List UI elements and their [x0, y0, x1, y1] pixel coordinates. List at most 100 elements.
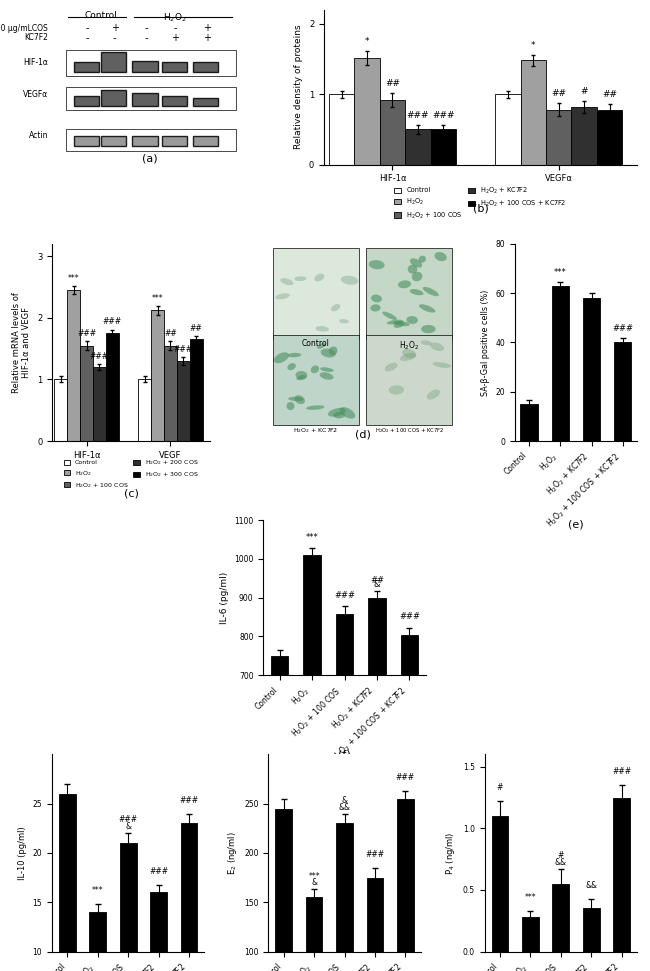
Ellipse shape [320, 349, 336, 357]
Bar [68, 290, 80, 441]
Bar [491, 816, 508, 952]
Ellipse shape [287, 402, 294, 410]
Bar [380, 100, 405, 165]
Ellipse shape [294, 395, 305, 404]
Ellipse shape [410, 258, 422, 268]
Ellipse shape [311, 365, 319, 373]
Ellipse shape [400, 352, 417, 361]
Bar [368, 598, 386, 947]
Text: &: & [311, 879, 317, 887]
Ellipse shape [393, 321, 410, 326]
Text: (d): (d) [354, 429, 370, 439]
Ellipse shape [412, 272, 423, 282]
Bar [80, 346, 93, 441]
Text: *: * [531, 41, 536, 50]
FancyBboxPatch shape [132, 93, 158, 106]
Text: ###: ### [612, 767, 631, 777]
Text: -: - [174, 23, 177, 33]
Text: ###: ### [365, 850, 385, 859]
Bar [614, 797, 630, 952]
Text: ###: ### [103, 318, 122, 326]
FancyBboxPatch shape [101, 51, 126, 72]
Text: ###: ### [407, 112, 429, 120]
Y-axis label: Relative density of proteins: Relative density of proteins [294, 25, 304, 150]
FancyBboxPatch shape [273, 335, 359, 425]
Ellipse shape [296, 375, 306, 381]
Ellipse shape [427, 389, 440, 399]
Ellipse shape [402, 349, 416, 358]
Text: &: & [125, 822, 131, 831]
Bar [367, 878, 384, 971]
Ellipse shape [328, 408, 346, 417]
Ellipse shape [421, 325, 436, 333]
Text: +: + [111, 23, 118, 33]
Text: ###: ### [334, 591, 355, 600]
Text: H$_2$O$_2$: H$_2$O$_2$ [163, 12, 187, 23]
Ellipse shape [315, 274, 324, 282]
Text: -: - [85, 23, 89, 33]
Text: -: - [144, 33, 148, 43]
Text: +: + [203, 23, 211, 33]
Y-axis label: IL-6 (pg/ml): IL-6 (pg/ml) [220, 572, 229, 623]
Bar [597, 110, 622, 165]
FancyBboxPatch shape [162, 96, 187, 106]
Ellipse shape [275, 293, 290, 299]
Y-axis label: Relative mRNA levels of
HIF-1α and VEGF: Relative mRNA levels of HIF-1α and VEGF [12, 292, 31, 393]
Bar [614, 343, 631, 441]
FancyBboxPatch shape [73, 136, 99, 146]
Ellipse shape [387, 319, 403, 324]
Ellipse shape [341, 276, 358, 285]
Text: ***: *** [554, 268, 567, 277]
Bar [546, 110, 571, 165]
Ellipse shape [280, 278, 293, 285]
Bar [522, 917, 539, 952]
Text: H$_2$O$_2$: H$_2$O$_2$ [399, 340, 419, 352]
Ellipse shape [317, 343, 326, 349]
Text: &&: && [585, 881, 597, 889]
FancyBboxPatch shape [366, 248, 452, 339]
Text: -: - [113, 33, 116, 43]
Ellipse shape [394, 321, 404, 328]
Legend: Control, H$_2$O$_2$, H$_2$O$_2$ + 100 COS, H$_2$O$_2$ + 200 COS, H$_2$O$_2$ + 30: Control, H$_2$O$_2$, H$_2$O$_2$ + 100 CO… [61, 456, 201, 492]
Bar [138, 380, 151, 441]
Y-axis label: SA-β-Gal positive cells (%): SA-β-Gal positive cells (%) [481, 289, 490, 395]
Text: *: * [365, 37, 369, 46]
Ellipse shape [287, 363, 296, 370]
Text: -: - [85, 33, 89, 43]
Y-axis label: IL-10 (pg/ml): IL-10 (pg/ml) [18, 826, 27, 880]
Bar [552, 285, 569, 441]
Ellipse shape [320, 372, 333, 380]
Text: &&: && [339, 803, 350, 812]
Ellipse shape [434, 252, 447, 261]
Text: ##: ## [385, 79, 400, 88]
Y-axis label: E$_2$ (ng/ml): E$_2$ (ng/ml) [226, 831, 239, 875]
Bar [275, 809, 292, 971]
Bar [571, 107, 597, 165]
FancyBboxPatch shape [366, 335, 452, 425]
Ellipse shape [329, 347, 337, 355]
Text: (e): (e) [568, 519, 584, 530]
FancyBboxPatch shape [73, 96, 99, 106]
FancyBboxPatch shape [162, 61, 187, 72]
Text: ###: ### [90, 352, 109, 361]
Ellipse shape [296, 371, 307, 380]
Text: 100 μg/mLCOS: 100 μg/mLCOS [0, 24, 48, 33]
Ellipse shape [406, 316, 418, 324]
Ellipse shape [432, 362, 451, 368]
Bar [397, 799, 414, 971]
FancyBboxPatch shape [101, 136, 126, 146]
Text: ##: ## [551, 89, 566, 98]
Text: (b): (b) [473, 203, 488, 214]
Ellipse shape [333, 412, 345, 419]
Bar [583, 298, 600, 441]
Text: (a): (a) [142, 153, 158, 163]
Text: ***: *** [152, 294, 163, 303]
Ellipse shape [410, 289, 424, 295]
Bar [120, 843, 136, 971]
Bar [151, 311, 164, 441]
Bar [89, 912, 106, 971]
Text: H$_2$O$_2$ + KC7F2: H$_2$O$_2$ + KC7F2 [293, 426, 339, 435]
Text: H$_2$O$_2$ + 100 COS + KC7F2: H$_2$O$_2$ + 100 COS + KC7F2 [374, 426, 443, 435]
Ellipse shape [339, 407, 356, 419]
Text: Control: Control [84, 12, 117, 20]
